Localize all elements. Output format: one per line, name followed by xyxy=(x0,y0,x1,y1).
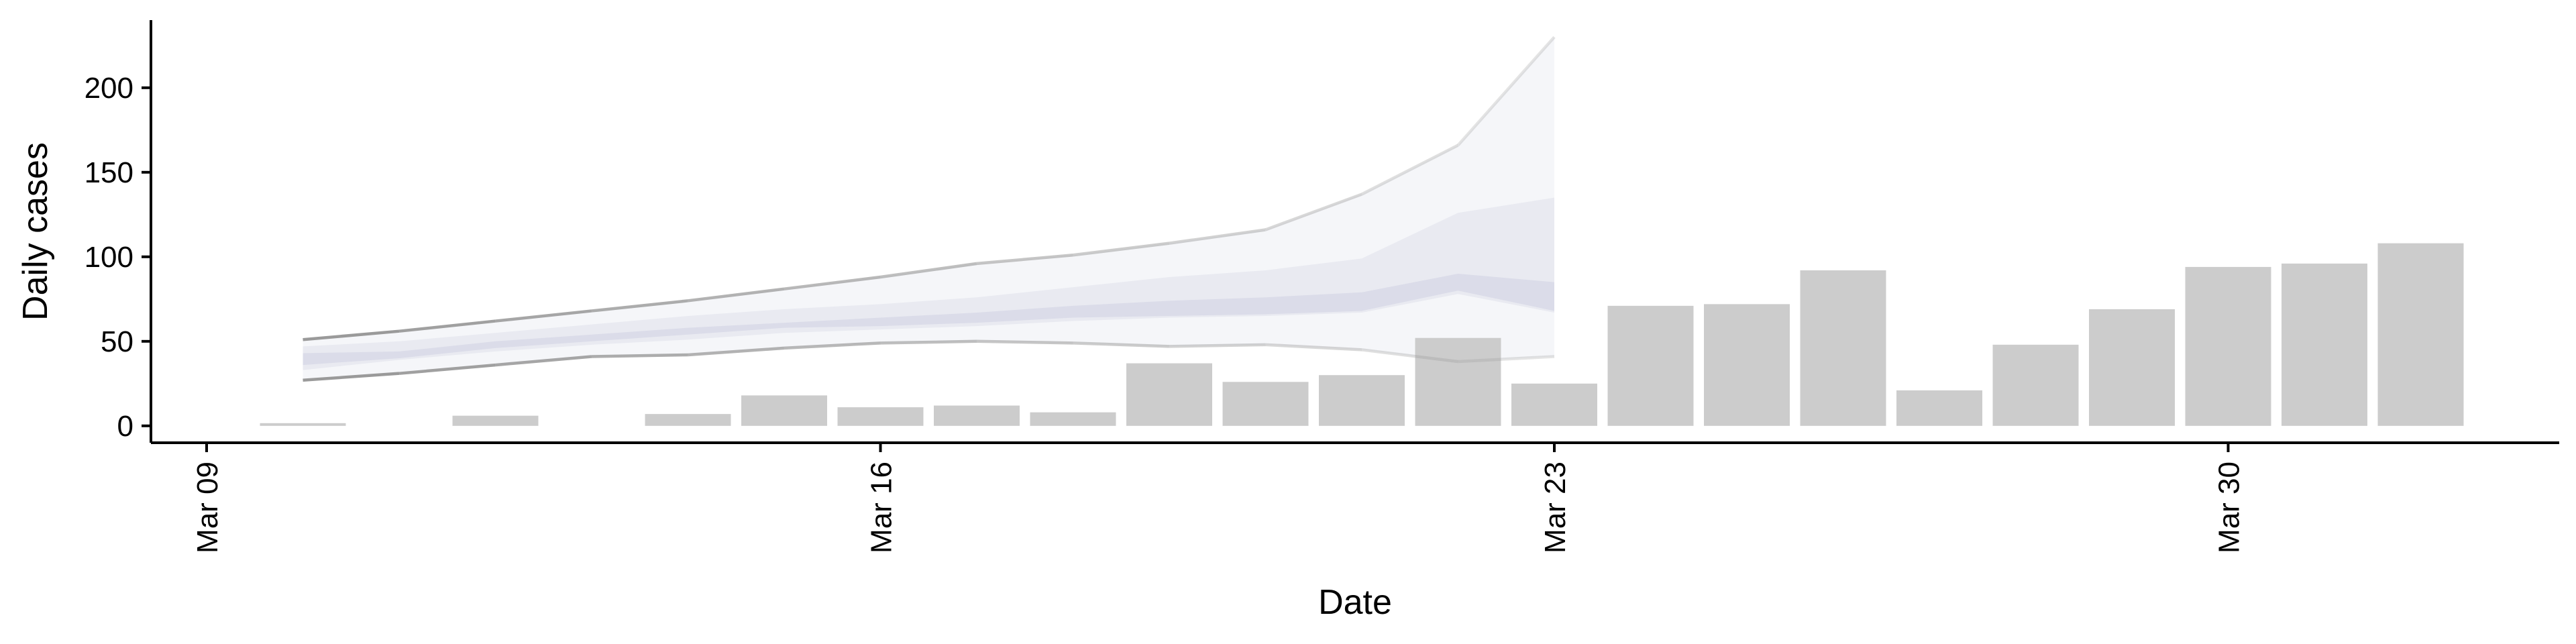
forecast-upper-line-segment-4 xyxy=(688,287,785,303)
forecast-upper-line-segment-11 xyxy=(1360,144,1459,196)
bar-2020-04-01 xyxy=(2377,243,2464,426)
y-axis-title: Daily cases xyxy=(16,142,55,321)
forecast-lower-line-segment-8 xyxy=(1073,341,1170,348)
forecast-lower-line-segment-6 xyxy=(880,339,977,345)
forecast-upper-line-segment-3 xyxy=(591,299,688,313)
bar-2020-03-25 xyxy=(1704,304,1790,426)
x-axis-title: Date xyxy=(1318,583,1392,622)
y-tick-label-100: 100 xyxy=(85,241,133,274)
bar-2020-03-28 xyxy=(1992,344,2079,426)
bar-2020-03-14 xyxy=(645,414,731,426)
bar-2020-03-22 xyxy=(1415,337,1501,426)
y-tick-label-0: 0 xyxy=(117,410,133,443)
forecast-lower-line-segment-4 xyxy=(688,346,785,357)
bar-2020-03-27 xyxy=(1896,390,1982,426)
bar-2020-03-23 xyxy=(1511,383,1597,426)
forecast-upper-line-segment-10 xyxy=(1265,193,1362,231)
bar-2020-03-19 xyxy=(1126,363,1212,426)
forecast-lower-line-segment-11 xyxy=(1361,348,1458,364)
forecast-upper-line-segment-2 xyxy=(495,309,592,323)
forecast-inner-band xyxy=(303,274,1554,366)
bar-2020-03-31 xyxy=(2282,263,2367,426)
forecast-lower-line-segment-0 xyxy=(303,372,400,382)
forecast-interval-lines xyxy=(303,36,1556,382)
forecast-upper-line-segment-7 xyxy=(976,254,1073,266)
case-bars xyxy=(260,243,2464,426)
forecast-upper-line-segment-6 xyxy=(880,262,977,279)
bar-2020-03-12 xyxy=(452,415,539,426)
forecast-lower-line-segment-5 xyxy=(784,341,881,350)
forecast-outer-band xyxy=(303,37,1554,380)
axes: 0 50 100 150 200 Mar 09 Mar 16 Mar 23 Mar 30 xyxy=(85,20,2559,553)
y-tick-label-200: 200 xyxy=(85,72,133,105)
y-tick-label-50: 50 xyxy=(101,325,133,358)
forecast-upper-line-segment-12 xyxy=(1456,36,1556,146)
forecast-upper-line-segment-1 xyxy=(398,319,496,333)
forecast-lower-line-segment-7 xyxy=(976,339,1073,345)
x-tick-label-1: Mar 16 xyxy=(865,462,898,553)
forecast-lower-line-segment-3 xyxy=(591,353,688,358)
forecast-bands xyxy=(303,37,1554,380)
bar-2020-03-15 xyxy=(741,395,827,426)
bar-2020-03-20 xyxy=(1222,382,1309,426)
forecast-lower-line-segment-9 xyxy=(1169,343,1266,348)
bar-2020-03-29 xyxy=(2089,309,2175,426)
forecast-lower-line-segment-12 xyxy=(1458,355,1555,364)
y-tick-label-150: 150 xyxy=(85,156,133,189)
x-tick-label-2: Mar 23 xyxy=(1539,462,1572,553)
forecast-mid-band xyxy=(303,197,1554,370)
bar-2020-03-30 xyxy=(2185,266,2271,426)
bar-2020-03-10 xyxy=(260,423,346,426)
x-tick-label-3: Mar 30 xyxy=(2213,462,2246,553)
bar-2020-03-26 xyxy=(1800,270,1886,426)
forecast-upper-line-segment-9 xyxy=(1169,228,1266,245)
bar-2020-03-17 xyxy=(934,405,1020,426)
bar-2020-03-16 xyxy=(837,407,924,426)
forecast-upper-line-segment-8 xyxy=(1073,241,1170,257)
forecast-upper-line-segment-5 xyxy=(784,275,881,290)
forecast-lower-line-segment-10 xyxy=(1265,343,1362,352)
forecast-lower-line-segment-2 xyxy=(495,355,592,367)
forecast-lower-line-segment-1 xyxy=(398,363,496,375)
bar-2020-03-24 xyxy=(1607,305,1694,426)
bar-2020-03-21 xyxy=(1319,375,1405,426)
bar-2020-03-18 xyxy=(1030,412,1116,426)
x-tick-label-0: Mar 09 xyxy=(191,462,224,553)
forecast-upper-line-segment-0 xyxy=(303,329,400,341)
